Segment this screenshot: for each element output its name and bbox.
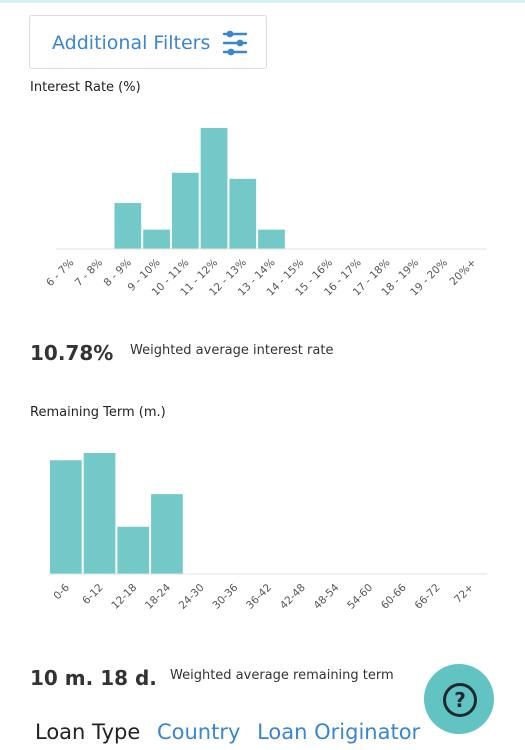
additional-filters-label: Additional Filters — [52, 32, 211, 54]
remaining-term-tick-label: 6-12 — [80, 582, 105, 607]
tab-loan-type[interactable]: Loan Type — [35, 720, 141, 744]
remaining-term-tick-label: 48-54 — [311, 581, 341, 611]
interest-rate-bar — [143, 229, 170, 249]
interest-rate-tick-label: 7 - 8% — [73, 257, 105, 289]
remaining-term-tick-label: 18-24 — [143, 581, 173, 611]
remaining-term-bar — [50, 460, 82, 574]
remaining-term-description: Weighted average remaining term — [170, 668, 394, 683]
remaining-term-tick-label: 0-6 — [51, 581, 72, 602]
interest-rate-bar — [171, 172, 199, 249]
remaining-term-bar — [83, 453, 116, 574]
remaining-term-tick-label: 12-18 — [109, 582, 139, 612]
interest-rate-tick-label: 6 - 7% — [44, 257, 76, 289]
interest-rate-title: Interest Rate (%) — [30, 80, 141, 95]
interest-rate-tick-label: 20%+ — [448, 257, 479, 288]
remaining-term-title: Remaining Term (m.) — [30, 405, 166, 420]
remaining-term-tick-label: 72+ — [452, 582, 476, 606]
breakdown-tabs: Loan Type Country Loan Originator — [35, 720, 430, 744]
interest-rate-bar — [258, 229, 285, 249]
remaining-term-tick-label: 24-30 — [177, 582, 207, 612]
interest-rate-bar — [229, 178, 257, 249]
remaining-term-bar — [117, 526, 150, 574]
interest-rate-description: Weighted average interest rate — [130, 343, 334, 358]
tab-country[interactable]: Country — [156, 720, 241, 744]
interest-rate-bar — [200, 128, 228, 249]
interest-rate-bar — [114, 203, 142, 249]
help-button[interactable]: ? — [424, 664, 494, 734]
remaining-term-tick-label: 66-72 — [413, 582, 443, 612]
remaining-term-tick-label: 42-48 — [278, 582, 308, 612]
remaining-term-tick-label: 60-66 — [379, 581, 409, 611]
remaining-term-tick-label: 54-60 — [345, 582, 375, 612]
remaining-term-tick-label: 30-36 — [210, 581, 240, 611]
sliders-icon — [222, 30, 248, 56]
remaining-term-value: 10 m. 18 d. — [30, 666, 157, 690]
remaining-term-bar — [151, 494, 183, 574]
tab-loan-originator[interactable]: Loan Originator — [257, 720, 421, 744]
top-divider — [0, 0, 525, 3]
remaining-term-chart: 0-6 6-12 12-18 18-24 24-30 30-36 36-42 42-48 48-… — [49, 453, 487, 612]
additional-filters-button[interactable]: Additional Filters — [29, 15, 267, 69]
interest-rate-value: 10.78% — [30, 341, 114, 365]
interest-rate-chart: 6 - 7%7 - 8%8 - 9%9 - 10%10 - 11%11 - 12… — [44, 128, 487, 298]
question-mark-icon: ? — [443, 683, 477, 717]
remaining-term-tick-label: 36-42 — [244, 582, 274, 612]
